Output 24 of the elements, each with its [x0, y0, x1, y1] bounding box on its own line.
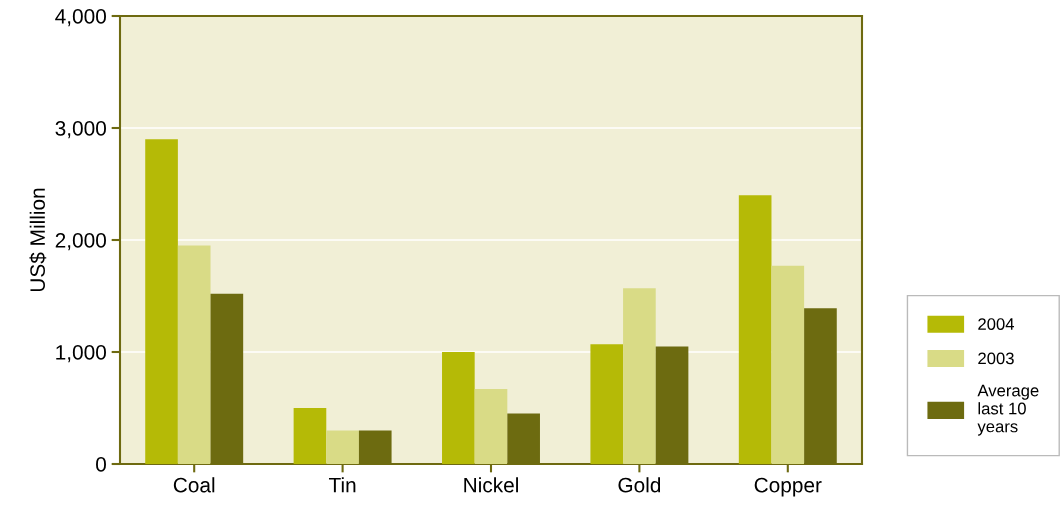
bar [293, 408, 327, 464]
y-tick-label: 4,000 [55, 9, 106, 27]
y-tick-label: 2,000 [55, 233, 106, 251]
bar [474, 388, 508, 464]
x-tick-label: Tin [328, 477, 356, 493]
bar [623, 288, 656, 464]
bar [326, 430, 359, 464]
x-tick-label: Gold [618, 477, 661, 493]
bar [442, 352, 475, 464]
y-tick-label: 0 [96, 457, 106, 472]
bar [145, 139, 178, 464]
legend-label: Average last 10 years [977, 384, 1039, 436]
bar [771, 265, 805, 464]
x-tick-label: Nickel [464, 477, 518, 493]
x-tick-label: Copper [754, 477, 822, 497]
bar [590, 344, 624, 464]
legend-label: 2003 [978, 352, 1014, 365]
legend-label: 2004 [978, 318, 1015, 330]
bar [738, 195, 772, 464]
y-tick-label: 1,000 [56, 345, 106, 363]
y-tick-label: 3,000 [55, 121, 106, 139]
y-axis-title: US$ Million [29, 188, 47, 292]
bar [177, 245, 211, 464]
x-tick-label: Coal [173, 477, 215, 493]
